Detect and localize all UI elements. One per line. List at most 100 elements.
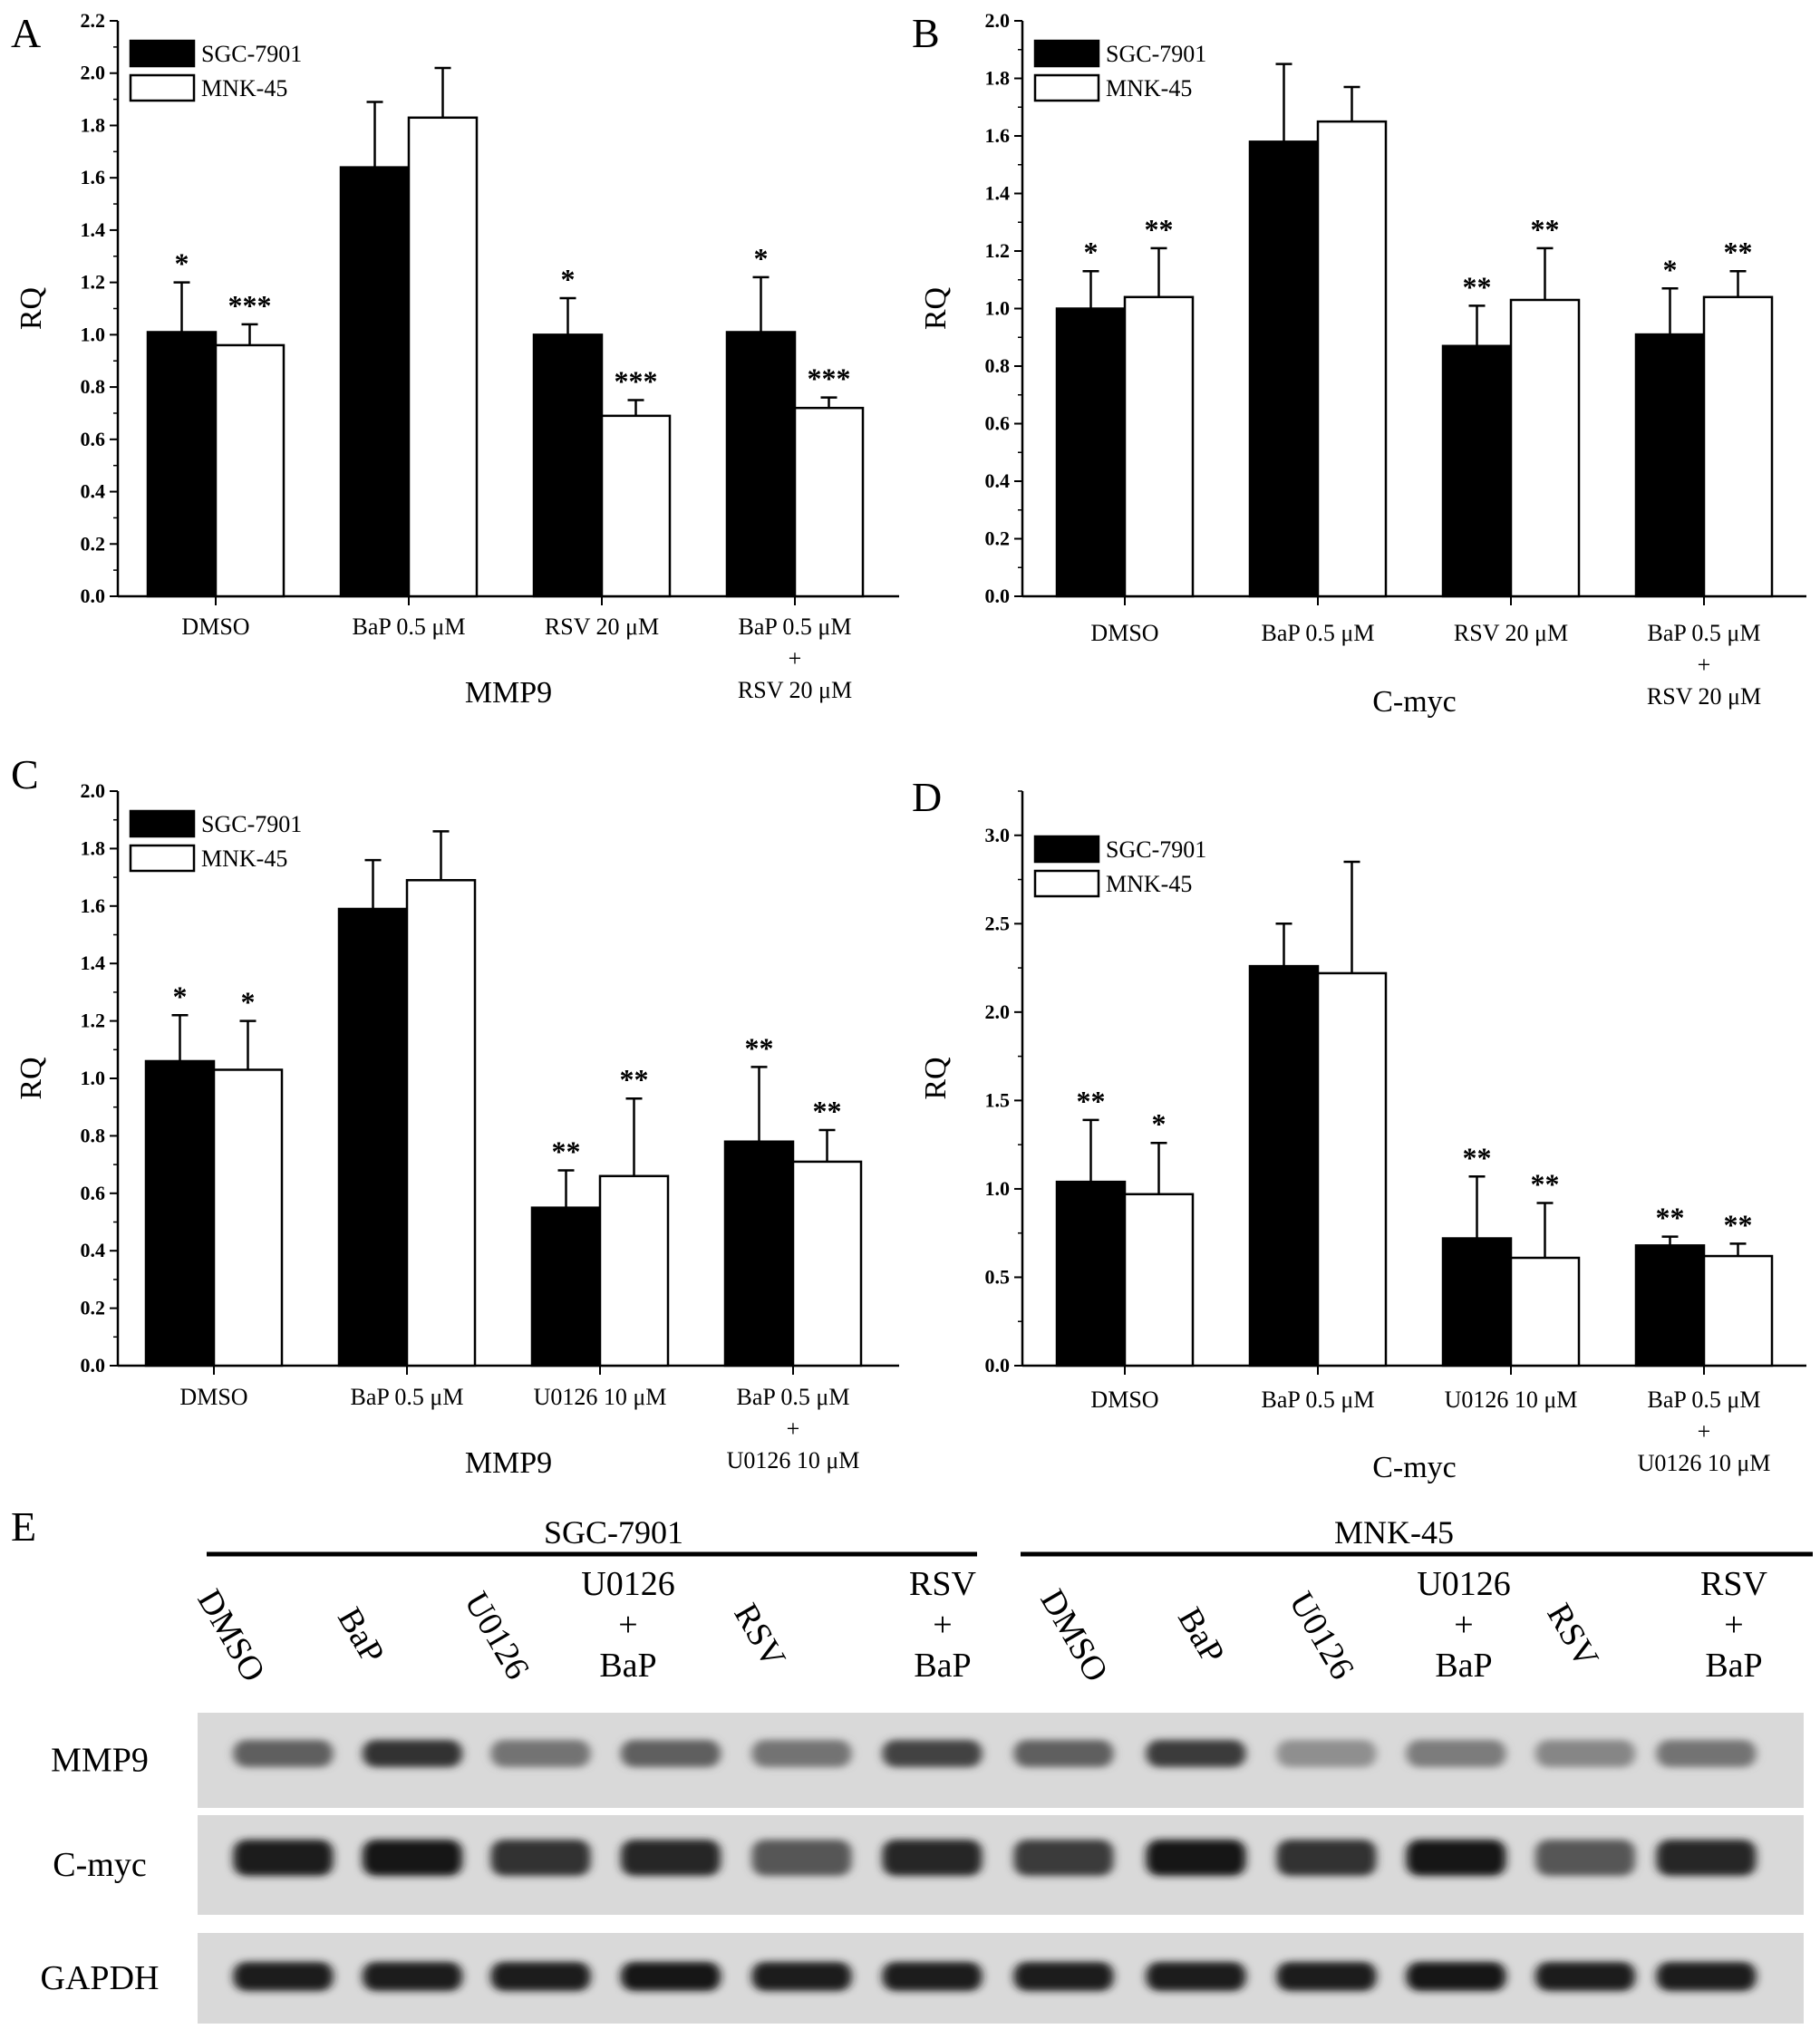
blot-lane-label: + <box>1724 1606 1743 1644</box>
blot-band <box>1013 1840 1114 1876</box>
bar-mnk-45-1 <box>405 879 477 1367</box>
x-tick-label: BaP 0.5 μM <box>1648 1386 1761 1413</box>
x-tick-label: U0126 10 μM <box>1445 1386 1578 1413</box>
blot-band <box>1656 1740 1757 1767</box>
blot-lane-label: DMSO <box>189 1583 272 1688</box>
blot-lane-label: BaP <box>1170 1601 1232 1670</box>
bar-sgc-7901-3 <box>723 1140 795 1367</box>
legend-label: SGC-7901 <box>201 811 302 837</box>
significance-stars: ** <box>1077 1085 1106 1117</box>
panel-c-chart: 0.0 0.2 0.4 0.6 0.8 1.0 1.2 1.4 1.6 1.8 2.0 RQ MMP9 D… <box>15 779 899 1480</box>
x-tick-label: DMSO <box>179 1384 247 1410</box>
blot-band <box>621 1962 721 1991</box>
y-tick-label: 0.5 <box>985 1265 1011 1288</box>
blot-band <box>1013 1740 1114 1767</box>
blot-band <box>882 1962 983 1991</box>
bar-mnk-45-2 <box>1509 298 1581 598</box>
significance-stars: ** <box>1145 213 1174 246</box>
panel-letter-e: E <box>11 1503 36 1550</box>
y-tick-label: 2.5 <box>985 912 1011 934</box>
x-tick-label: RSV 20 μM <box>1647 683 1761 710</box>
y-tick-label: 1.8 <box>81 113 106 136</box>
legend-label: MNK-45 <box>201 75 287 101</box>
legend-swatch-sgc-7901 <box>129 39 196 68</box>
y-tick-label: 0.2 <box>985 527 1011 550</box>
bar-mnk-45-2 <box>1509 1256 1581 1367</box>
significance-stars: ** <box>1724 236 1753 268</box>
bar-mnk-45-3 <box>793 406 865 598</box>
y-tick-label: 1.0 <box>985 297 1011 320</box>
blot-lane-label: U0126 <box>1417 1565 1510 1603</box>
blot-band <box>1535 1962 1635 1991</box>
blot-lane-label: RSV <box>726 1597 793 1675</box>
bar-mnk-45-1 <box>1316 971 1388 1367</box>
bar-mnk-45-2 <box>600 414 672 598</box>
blot-lane-label: + <box>1454 1606 1473 1644</box>
bar-mnk-45-2 <box>598 1174 670 1367</box>
blot-row-label: GAPDH <box>41 1959 160 1997</box>
x-tick-label: BaP 0.5 μM <box>737 1384 850 1410</box>
x-tick-label: U0126 10 μM <box>1638 1450 1771 1476</box>
bar-mnk-45-0 <box>214 343 286 598</box>
y-tick-label: 1.6 <box>985 124 1011 147</box>
significance-stars: * <box>1663 253 1678 285</box>
blot-band <box>1146 1740 1246 1767</box>
blot-band <box>1406 1740 1506 1767</box>
blot-band <box>1013 1962 1114 1991</box>
bar-mnk-45-0 <box>1123 1193 1195 1367</box>
blot-lane-label: U0126 <box>581 1565 674 1603</box>
blot-lane-label: U0126 <box>457 1586 537 1686</box>
bar-sgc-7901-1 <box>339 166 411 598</box>
blot-lane-label: RSV <box>1700 1565 1767 1603</box>
y-tick-label: 0.0 <box>81 585 106 607</box>
significance-stars: * <box>173 980 188 1012</box>
bar-sgc-7901-1 <box>1248 140 1320 598</box>
legend-swatch-mnk-45 <box>1033 869 1100 898</box>
blot-membrane <box>198 1713 1804 1808</box>
blot-band <box>1276 1740 1377 1767</box>
y-tick-label: 2.0 <box>985 9 1011 32</box>
significance-stars: ** <box>1724 1208 1753 1241</box>
panel-letter-b: B <box>912 10 940 56</box>
blot-band <box>621 1740 721 1767</box>
y-tick-label: 0.6 <box>81 1182 106 1204</box>
blot-band <box>1535 1740 1635 1767</box>
bar-mnk-45-0 <box>212 1068 284 1367</box>
bar-sgc-7901-1 <box>1248 964 1320 1367</box>
significance-stars: * <box>754 242 769 275</box>
y-tick-label: 3.0 <box>985 824 1011 846</box>
blot-band <box>751 1840 852 1876</box>
legend-swatch-sgc-7901 <box>129 809 196 838</box>
y-tick-label: 1.0 <box>81 323 106 345</box>
x-axis-label: C-myc <box>1372 1451 1457 1484</box>
x-tick-label: BaP 0.5 μM <box>739 614 852 640</box>
blot-row-label: C-myc <box>53 1846 146 1884</box>
y-tick-label: 1.0 <box>81 1067 106 1089</box>
significance-stars: * <box>1152 1107 1167 1140</box>
y-tick-label: 0.0 <box>81 1354 106 1377</box>
x-tick-label: RSV 20 μM <box>545 614 659 640</box>
bar-mnk-45-0 <box>1123 295 1195 598</box>
blot-lane-label: + <box>933 1606 952 1644</box>
blot-band <box>490 1740 591 1767</box>
significance-stars: ** <box>1531 213 1560 246</box>
x-tick-label: U0126 10 μM <box>534 1384 667 1410</box>
significance-stars: ** <box>1463 1141 1492 1174</box>
legend-swatch-sgc-7901 <box>1033 39 1100 68</box>
blot-band <box>1406 1962 1506 1991</box>
bar-mnk-45-3 <box>1702 295 1774 598</box>
y-tick-label: 0.0 <box>985 1354 1011 1377</box>
y-tick-label: 1.6 <box>81 166 106 188</box>
blot-lane-label: U0126 <box>1282 1586 1361 1686</box>
y-tick-label: 0.4 <box>81 1239 106 1261</box>
blot-band <box>233 1840 334 1876</box>
x-tick-label: BaP 0.5 μM <box>1262 620 1375 646</box>
panel-letter-c: C <box>11 751 39 797</box>
blot-row-mmp9: MMP9 <box>51 1713 1804 1808</box>
panel-b-chart: 0.0 0.2 0.4 0.6 0.8 1.0 1.2 1.4 1.6 1.8 2.0 RQ C-myc… <box>919 9 1806 719</box>
significance-stars: * <box>175 247 189 280</box>
legend-label: SGC-7901 <box>1106 41 1206 67</box>
y-axis-label: RQ <box>919 1057 953 1099</box>
